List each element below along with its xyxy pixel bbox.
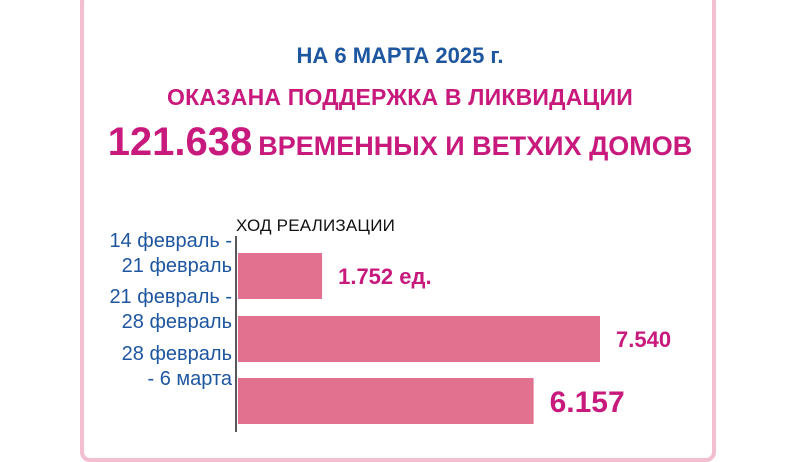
category-label-3: 28 февраль - 6 марта <box>12 342 232 392</box>
bar-1-value-label: 1.752 ед. <box>338 264 431 289</box>
bar-2-value-label: 7.540 <box>616 327 671 352</box>
bar-3 <box>238 378 534 424</box>
main-heading: 121.638 ВРЕМЕННЫХ И ВЕТХИХ ДОМОВ <box>80 120 720 165</box>
bar-1 <box>238 253 323 299</box>
total-houses-number: 121.638 <box>107 120 253 164</box>
category-label-2-line-2: 28 февраль <box>121 311 232 333</box>
bar-2 <box>238 316 600 362</box>
date-heading: НА 6 МАРТА 2025 г. <box>296 43 504 68</box>
main-heading-text: ВРЕМЕННЫХ И ВЕТХИХ ДОМОВ <box>258 131 693 161</box>
category-label-1-line-2: 21 февраль <box>121 255 232 277</box>
category-label-2: 21 февраль - 28 февраль <box>12 285 232 335</box>
bar-chart: 1.752 ед. 7.540 6.157 <box>235 236 671 432</box>
subtitle-heading: ОКАЗАНА ПОДДЕРЖКА В ЛИКВИДАЦИИ <box>167 84 633 110</box>
category-label-3-line-1: 28 февраль <box>121 343 232 365</box>
chart-title: ХОД РЕАЛИЗАЦИИ <box>236 216 396 235</box>
category-label-2-line-1: 21 февраль - <box>109 286 232 308</box>
category-label-3-line-2: - 6 марта <box>147 368 232 390</box>
bar-3-value-label: 6.157 <box>550 386 625 419</box>
category-label-1-line-1: 14 февраль - <box>109 230 232 252</box>
category-label-1: 14 февраль - 21 февраль <box>12 229 232 279</box>
